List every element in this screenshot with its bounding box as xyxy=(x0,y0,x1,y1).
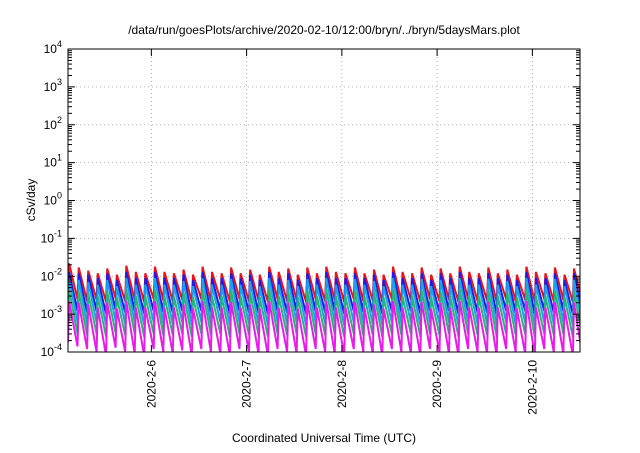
chart-title: /data/run/goesPlots/archive/2020-02-10/1… xyxy=(128,23,520,37)
y-tick-label: 103 xyxy=(44,77,62,94)
y-tick-label: 10-1 xyxy=(41,228,62,245)
y-tick-label: 102 xyxy=(44,115,62,132)
x-tick-label: 2020-2-8 xyxy=(335,360,349,408)
y-tick-label: 101 xyxy=(44,153,62,170)
y-axis-label: cSv/day xyxy=(24,179,38,222)
x-tick-label: 2020-2-6 xyxy=(144,360,158,408)
series-line-5 xyxy=(68,301,580,352)
y-tick-label: 100 xyxy=(44,191,62,208)
series-group xyxy=(68,263,580,352)
x-axis-label: Coordinated Universal Time (UTC) xyxy=(232,431,416,445)
x-tick-label: 2020-2-7 xyxy=(240,360,254,408)
y-tick-label: 104 xyxy=(44,39,62,56)
y-tick-label: 10-2 xyxy=(41,266,62,283)
y-tick-label: 10-4 xyxy=(41,342,62,359)
x-tick-label: 2020-2-10 xyxy=(525,360,539,415)
x-axis: 2020-2-6 2020-2-7 2020-2-8 2020-2-9 2020-2-1… xyxy=(144,49,539,415)
y-axis: 10-4 10-3 10-2 10-1 100 101 102 103 104 xyxy=(41,39,580,359)
y-tick-label: 10-3 xyxy=(41,304,62,321)
x-tick-label: 2020-2-9 xyxy=(430,360,444,408)
